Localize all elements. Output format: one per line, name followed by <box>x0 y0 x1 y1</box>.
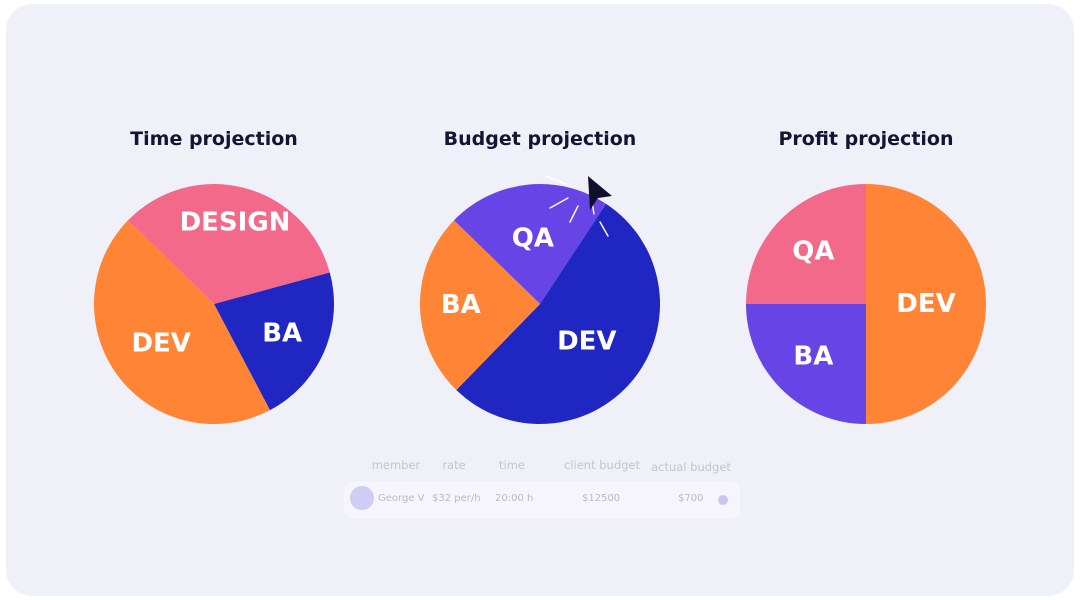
pie-label-dev: DEV <box>131 329 190 359</box>
cell-member: George V <box>378 493 425 504</box>
cell-client-budget: $12500 <box>582 493 621 504</box>
budget-table: member rate time client budget actual bu… <box>344 452 740 522</box>
header-client-budget: client budget <box>563 458 640 472</box>
budget-projection-pie[interactable]: QA DEV BA <box>390 175 690 436</box>
header-member: member <box>371 458 421 472</box>
pie-slice-qa[interactable] <box>453 183 607 304</box>
pie-slice-dev[interactable] <box>866 184 986 424</box>
pie-slice-design[interactable] <box>127 183 330 304</box>
pie-label-design: DESIGN <box>180 208 291 238</box>
pie-slice-ba[interactable] <box>420 220 540 391</box>
pie-slice-dev[interactable] <box>456 203 660 424</box>
profit-projection-pie: DEV BA QA <box>746 184 986 424</box>
header-time: time <box>499 458 525 472</box>
time-projection-chart: Time projection DESIGN BA DEV <box>64 124 364 444</box>
pie-label-ba: BA <box>262 319 302 349</box>
pie-label-qa: QA <box>512 223 554 253</box>
pie-slice-ba[interactable] <box>746 304 866 424</box>
status-dot <box>718 495 728 505</box>
cell-actual-budget: $700 <box>678 493 704 504</box>
cell-time: 20:00 h <box>495 493 534 504</box>
chart-title: Time projection <box>130 128 298 150</box>
pie-label-dev: DEV <box>896 289 955 319</box>
table-header: member rate time client budget actual bu… <box>344 458 740 478</box>
header-actual-budget: actual budget <box>651 460 731 474</box>
avatar <box>350 486 374 510</box>
chart-title: Budget projection <box>443 128 637 150</box>
time-projection-pie: DESIGN BA DEV <box>93 183 334 425</box>
pie-label-ba: BA <box>441 290 481 320</box>
header-rate: rate <box>442 458 466 472</box>
projection-card: Time projection DESIGN BA DEV Budget proje… <box>6 4 1074 596</box>
pie-label-dev: DEV <box>557 327 616 357</box>
cell-rate: $32 per/h <box>432 493 481 504</box>
profit-projection-chart: Profit projection DEV BA QA <box>716 124 1016 444</box>
pie-slice-ba[interactable] <box>214 272 334 411</box>
table-row[interactable]: George V $32 per/h 20:00 h $12500 $700 <box>344 482 740 518</box>
pie-label-qa: QA <box>792 236 834 266</box>
pie-slice-qa[interactable] <box>746 184 866 304</box>
chart-title: Profit projection <box>778 128 954 150</box>
arrow-cursor-icon <box>588 176 612 210</box>
pie-slice-dev[interactable] <box>93 220 270 425</box>
budget-projection-chart: Budget projection QA DEV BA <box>390 124 690 444</box>
pie-label-ba: BA <box>793 342 833 372</box>
